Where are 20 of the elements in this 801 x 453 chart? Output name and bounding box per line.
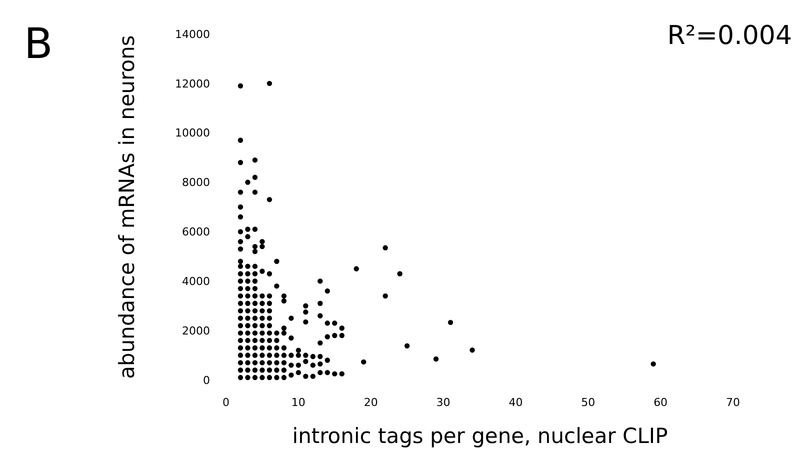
y-tick-label: 2000 [182,324,210,338]
x-tick-label: 0 [222,396,230,409]
y-tick-label: 10000 [175,126,210,140]
y-tick-label: 14000 [175,28,210,41]
x-axis-title: intronic tags per gene, nuclear CLIP [292,424,668,448]
x-tick-label: 50 [581,396,596,409]
y-tick-label: 0 [203,374,210,387]
annotation: R²=0.004 [667,21,792,51]
x-tick-label: 70 [726,396,740,409]
y-tick-label: 6000 [182,226,210,239]
text: B [24,19,53,68]
y-axis-title: abundance of mRNAs in neurons [115,35,139,379]
x-tick-label: 10 [291,396,306,409]
x-tick-label: 60 [654,396,668,409]
y-tick-label: 12000 [175,77,210,90]
x-tick-label: 40 [508,396,523,409]
y-tick-label: 8000 [182,176,210,190]
x-tick-label: 20 [364,396,378,409]
x-tick-label: 30 [436,396,450,409]
y-tick-label: 4000 [182,274,210,288]
